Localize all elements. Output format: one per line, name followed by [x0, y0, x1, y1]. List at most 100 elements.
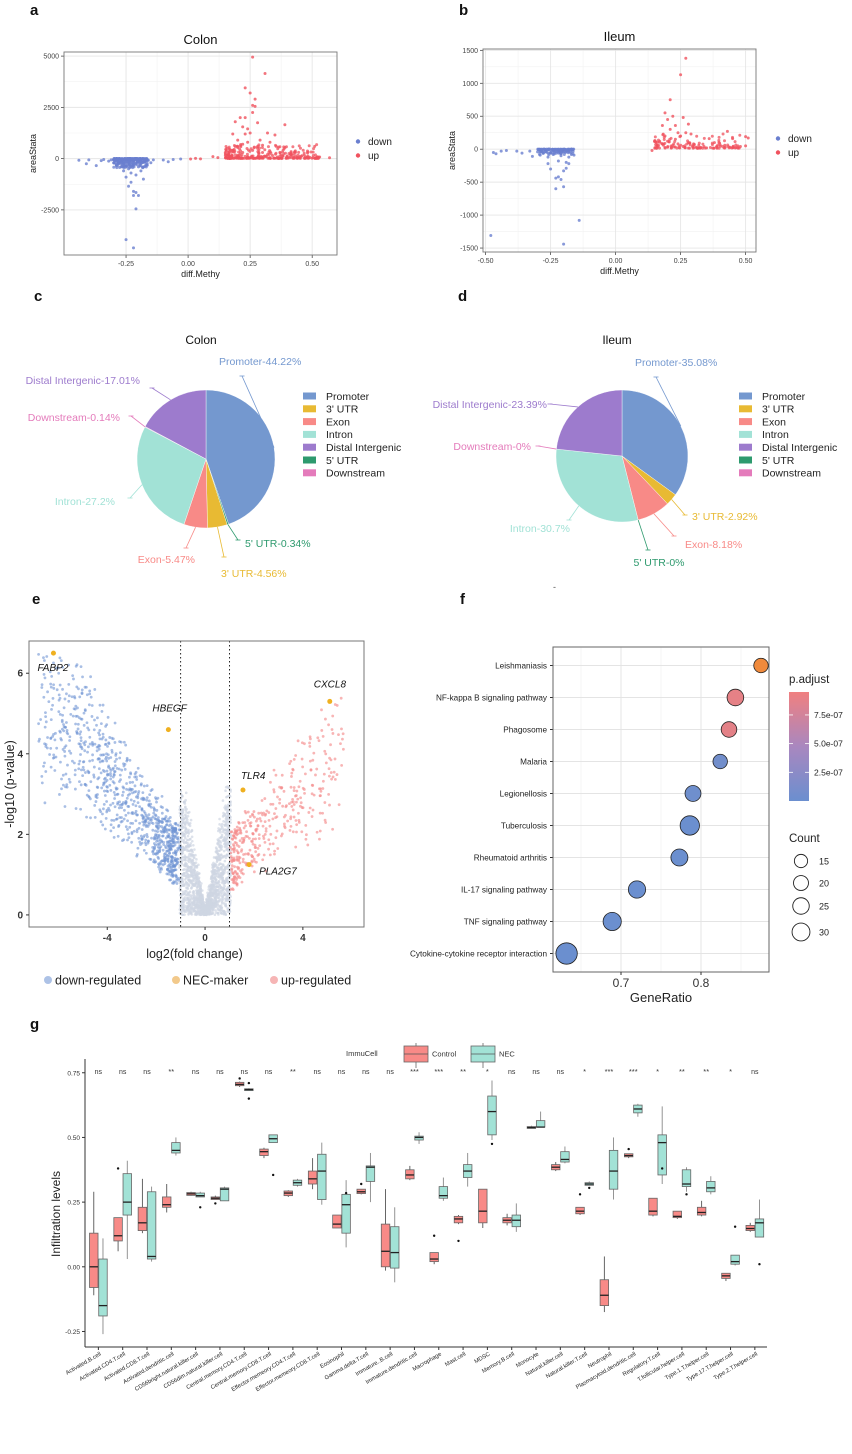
box-outlier [247, 1097, 251, 1100]
volcano-point-up [292, 803, 296, 806]
scatter-point-down [131, 194, 135, 198]
volcano-point-ns [214, 874, 217, 878]
volcano-point-ns [200, 900, 204, 904]
volcano-point-down [63, 754, 67, 758]
volcano-point-up [235, 855, 239, 859]
volcano-point-down [93, 815, 97, 819]
volcano-point-ns [205, 907, 208, 911]
volcano-point-down [118, 803, 122, 807]
volcano-point-ns [226, 803, 230, 807]
volcano-point-ns [191, 905, 194, 909]
scatter-point-down [546, 162, 550, 166]
box-nec [365, 1165, 376, 1182]
volcano-point-ns [229, 800, 232, 803]
legend-label: Distal Intergenic [762, 442, 837, 454]
volcano-point-down [121, 790, 125, 794]
volcano-point-down [132, 799, 136, 803]
volcano-point-down [40, 774, 44, 778]
gene-label-FABP2: FABP2 [37, 663, 68, 674]
volcano-point-down [37, 722, 40, 726]
volcano-point-down [77, 767, 81, 771]
scatter-point-down [504, 149, 508, 152]
scatter-point-up [227, 145, 231, 149]
volcano-point-up [289, 817, 293, 821]
volcano-point-up [254, 837, 257, 841]
volcano-point-ns [226, 891, 229, 894]
volcano-point-down [124, 743, 128, 747]
scatter-point-down [109, 158, 113, 162]
volcano-point-up [230, 837, 234, 841]
volcano-point-down [88, 689, 92, 693]
pie-label: Intron-27.2% [55, 496, 115, 508]
volcano-point-ns [186, 873, 190, 876]
volcano-point-down [102, 802, 106, 806]
volcano-point-ns [221, 870, 224, 874]
volcano-point-down [67, 777, 71, 781]
scatter-point-up [245, 152, 249, 156]
volcano-point-ns [212, 890, 216, 894]
volcano-point-down [170, 855, 174, 859]
volcano-point-down [60, 787, 63, 791]
scatter-point-down [115, 166, 119, 170]
legend-label: Exon [326, 416, 350, 428]
volcano-point-ns [195, 866, 199, 869]
y-tick-label: 0 [17, 910, 23, 921]
volcano-point-down [57, 671, 61, 675]
volcano-point-down [91, 753, 94, 757]
volcano-point-down [113, 741, 117, 744]
volcano-point-down [118, 740, 121, 744]
volcano-point-ns [194, 861, 198, 864]
box-control [113, 1217, 123, 1242]
volcano-point-up [282, 789, 286, 793]
scatter-point-down [491, 150, 495, 154]
volcano-point-down [166, 854, 169, 858]
volcano-point-down [168, 816, 172, 819]
scatter-point-up [243, 132, 247, 136]
volcano-point-down [42, 764, 45, 768]
dot-tnf-signaling-pathway [602, 911, 622, 932]
volcano-point-down [156, 830, 159, 834]
dot-legionellosis [684, 785, 702, 802]
color-bar [789, 692, 809, 801]
volcano-point-down [78, 732, 82, 736]
volcano-point-down [151, 815, 155, 819]
volcano-point-down [123, 808, 126, 812]
volcano-point-ns [222, 811, 225, 815]
scatter-point-down [571, 148, 575, 152]
volcano-point-down [79, 736, 83, 740]
y-tick-label: 1500 [462, 48, 478, 55]
volcano-point-down [96, 745, 100, 749]
gene-marker-CXCL8 [327, 698, 333, 704]
volcano-point-up [324, 761, 328, 765]
volcano-point-up [335, 773, 339, 776]
volcano-point-ns [184, 855, 187, 859]
y-tick-label: 5000 [43, 54, 59, 61]
volcano-point-down [55, 688, 59, 692]
scatter-point-up [744, 135, 748, 139]
volcano-point-down [77, 762, 81, 766]
volcano-point-down [136, 801, 140, 805]
x-axis-title: GeneRatio [630, 990, 692, 1005]
volcano-point-up [294, 754, 298, 757]
volcano-point-down [152, 809, 156, 812]
scatter-point-down [515, 149, 519, 153]
volcano-point-down [129, 821, 133, 825]
volcano-point-up [276, 847, 280, 850]
volcano-point-down [52, 683, 55, 687]
volcano-point-down [65, 721, 68, 724]
volcano-point-up [250, 855, 254, 859]
scatter-point-down [124, 175, 128, 179]
scatter-point-down [134, 207, 138, 211]
volcano-point-down [112, 781, 116, 785]
volcano-point-ns [182, 872, 186, 876]
scatter-point-down [94, 164, 98, 168]
volcano-point-ns [215, 849, 219, 853]
volcano-point-down [79, 730, 83, 734]
volcano-point-down [176, 823, 180, 827]
volcano-point-ns [223, 837, 226, 840]
volcano-point-down [61, 687, 64, 691]
volcano-point-up [244, 834, 248, 838]
scatter-point-down [562, 169, 566, 173]
pie-label: 5' UTR-0.34% [245, 538, 311, 550]
volcano-point-ns [221, 879, 225, 882]
